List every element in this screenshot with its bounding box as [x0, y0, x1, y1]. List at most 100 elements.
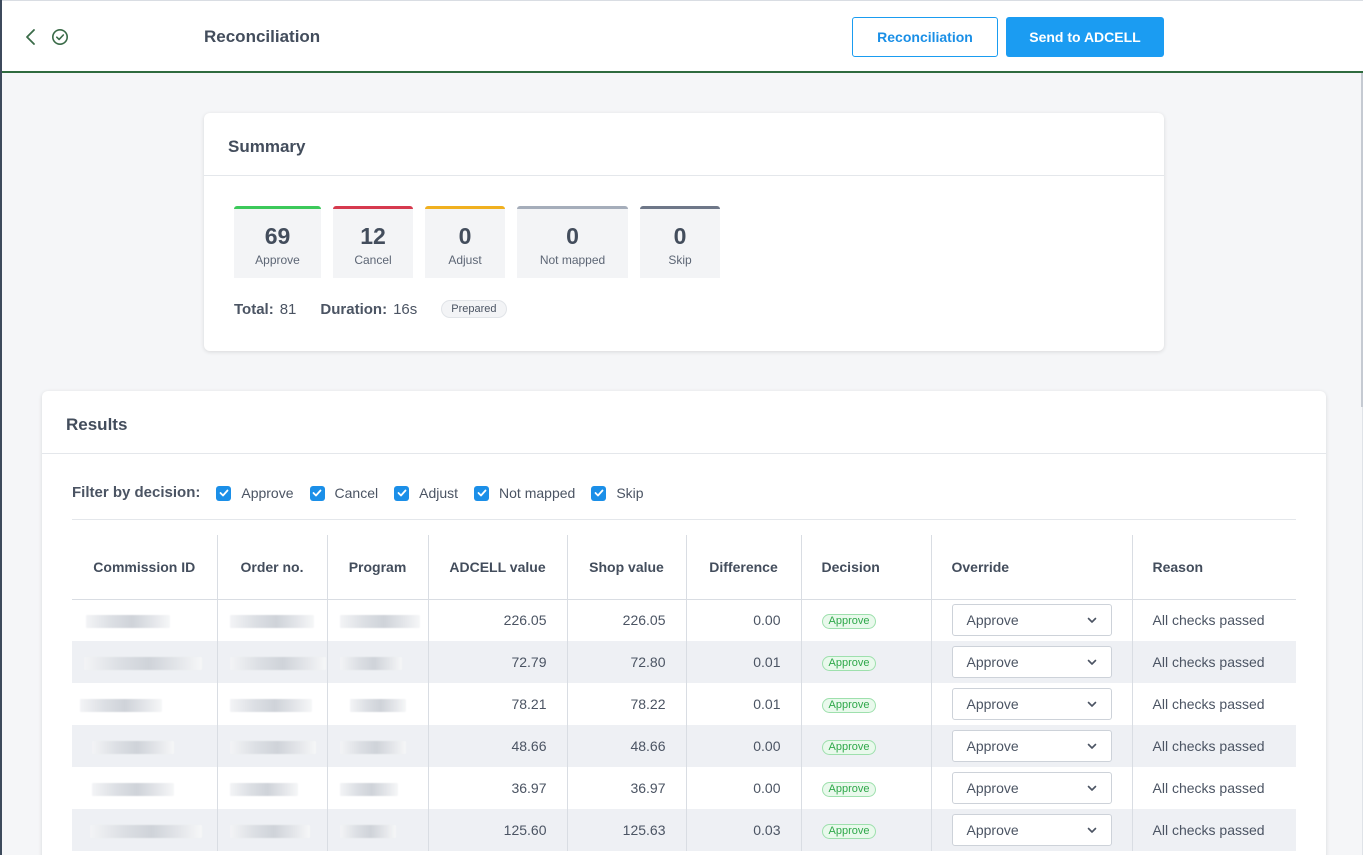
override-select[interactable]: Approve: [951, 604, 1112, 637]
override-value: Approve: [966, 654, 1019, 670]
override-cell: Approve: [931, 767, 1133, 809]
difference: 0.00: [686, 599, 802, 641]
reconciliation-button[interactable]: Reconciliation: [852, 17, 998, 57]
total-label: Total:: [234, 300, 274, 318]
window-left-border: [0, 0, 2, 855]
override-select[interactable]: Approve: [951, 646, 1112, 678]
column-header[interactable]: Commission ID: [72, 535, 218, 600]
difference: 0.00: [686, 767, 802, 809]
column-header[interactable]: Override: [931, 535, 1133, 600]
chevron-down-icon: [1087, 617, 1096, 623]
stat-value: 0: [458, 223, 472, 249]
decision-badge: Approve: [821, 698, 877, 713]
reason: All checks passed: [1132, 641, 1296, 683]
filter-skip-checkbox[interactable]: Skip: [591, 484, 644, 502]
override-select[interactable]: Approve: [951, 814, 1112, 846]
column-header[interactable]: Order no.: [217, 535, 328, 600]
masked-commission-id: [72, 641, 218, 683]
checkmark-icon[interactable]: [591, 485, 607, 501]
scrollbar-thumb[interactable]: [1361, 73, 1363, 407]
check-circle-icon: [52, 29, 68, 45]
reason: All checks passed: [1152, 696, 1265, 712]
override-cell: Approve: [931, 683, 1133, 725]
override-value: Approve: [966, 822, 1019, 838]
checkmark-icon[interactable]: [309, 485, 325, 501]
filter-not-mapped-checkbox[interactable]: Not mapped: [474, 484, 575, 502]
masked-commission-id: [72, 599, 218, 641]
checkmark-icon[interactable]: [474, 485, 490, 501]
override-select[interactable]: Approve: [951, 688, 1112, 720]
filter-cancel-checkbox[interactable]: Cancel: [309, 484, 378, 502]
column-header[interactable]: Decision: [801, 535, 932, 600]
summary-footer: Total: 81 Duration: 16s Prepared: [234, 300, 507, 318]
decision-filter: Filter by decision: Approve Cancel Adjus…: [72, 484, 1296, 520]
adcell-value: 125.60: [428, 809, 568, 851]
table-row: 226.05 226.05 0.00 Approve Approve All c…: [72, 599, 1296, 641]
duration-value: 16s: [393, 300, 418, 318]
adcell-value: 48.66: [428, 725, 568, 767]
reason: All checks passed: [1132, 725, 1296, 767]
shop-value: 72.80: [567, 641, 687, 683]
column-header[interactable]: Shop value: [567, 535, 687, 600]
masked-commission-id: [72, 725, 218, 767]
filter-label: Filter by decision:: [72, 484, 201, 501]
filter-approve-checkbox[interactable]: Approve: [216, 484, 294, 502]
stat-label: Adjust: [448, 253, 482, 267]
decision-badge: Approve: [821, 614, 877, 630]
top-bar: Reconciliation Reconciliation Send to AD…: [0, 0, 1363, 73]
decision-badge: Approve: [821, 740, 877, 755]
stat-label: Cancel: [354, 253, 392, 267]
stat-value: 12: [360, 223, 386, 249]
checkmark-icon[interactable]: [216, 485, 232, 501]
difference: 0.01: [686, 683, 802, 725]
decision-cell: Approve: [801, 725, 932, 767]
override-select[interactable]: Approve: [951, 730, 1112, 762]
override-value: Approve: [966, 696, 1019, 712]
duration-label: Duration:: [320, 300, 388, 318]
stat-value: 0: [566, 223, 579, 249]
stat-skip: 0 Skip: [640, 206, 720, 278]
shop-value: 125.63: [567, 809, 687, 851]
adcell-value: 72.79: [428, 641, 568, 683]
send-to-adcell-button[interactable]: Send to ADCELL: [1006, 17, 1164, 57]
results-title: Results: [42, 391, 1326, 454]
column-header[interactable]: Reason: [1132, 535, 1296, 600]
checkmark-icon[interactable]: [394, 485, 410, 501]
chevron-left-icon[interactable]: [22, 27, 40, 47]
chevron-down-icon: [1087, 701, 1096, 707]
difference: 0.03: [686, 809, 802, 851]
masked-order-no: [217, 767, 328, 809]
override-select[interactable]: Approve: [951, 772, 1112, 804]
stat-label: Not mapped: [539, 253, 606, 267]
masked-program: [327, 641, 429, 683]
adcell-value: 78.21: [428, 683, 568, 725]
page-title: Reconciliation: [204, 27, 321, 46]
filter-adjust-checkbox[interactable]: Adjust: [394, 484, 458, 502]
stat-value: 69: [264, 223, 291, 249]
override-value: Approve: [966, 780, 1019, 796]
masked-program: [327, 725, 429, 767]
decision-badge: Approve: [821, 782, 877, 797]
decision-cell: Approve: [801, 599, 932, 641]
shop-value: 226.05: [567, 599, 687, 641]
table-row: 48.66 48.66 0.00 Approve Approve All che…: [72, 725, 1296, 767]
decision-badge: Approve: [821, 824, 877, 839]
decision-cell: Approve: [801, 767, 932, 809]
override-cell: Approve: [931, 641, 1133, 683]
column-header[interactable]: Program: [327, 535, 429, 600]
column-header[interactable]: ADCELL value: [428, 535, 568, 600]
stat-value: 0: [673, 223, 687, 249]
override-value: Approve: [966, 738, 1019, 754]
decision-cell: Approve: [801, 683, 932, 725]
table-row: 36.97 36.97 0.00 Approve Approve All che…: [72, 767, 1296, 809]
stat-label: Skip: [668, 253, 692, 267]
stat-label: Approve: [255, 253, 300, 267]
override-value: Approve: [966, 612, 1019, 629]
reason: All checks passed: [1132, 809, 1296, 851]
stat-adjust: 0 Adjust: [425, 206, 505, 278]
filter-option-label: Approve: [241, 485, 294, 501]
column-header[interactable]: Difference: [686, 535, 802, 600]
table-row: 125.60 125.63 0.03 Approve Approve All c…: [72, 809, 1296, 851]
chevron-down-icon: [1087, 785, 1096, 791]
adcell-value: 36.97: [428, 767, 568, 809]
